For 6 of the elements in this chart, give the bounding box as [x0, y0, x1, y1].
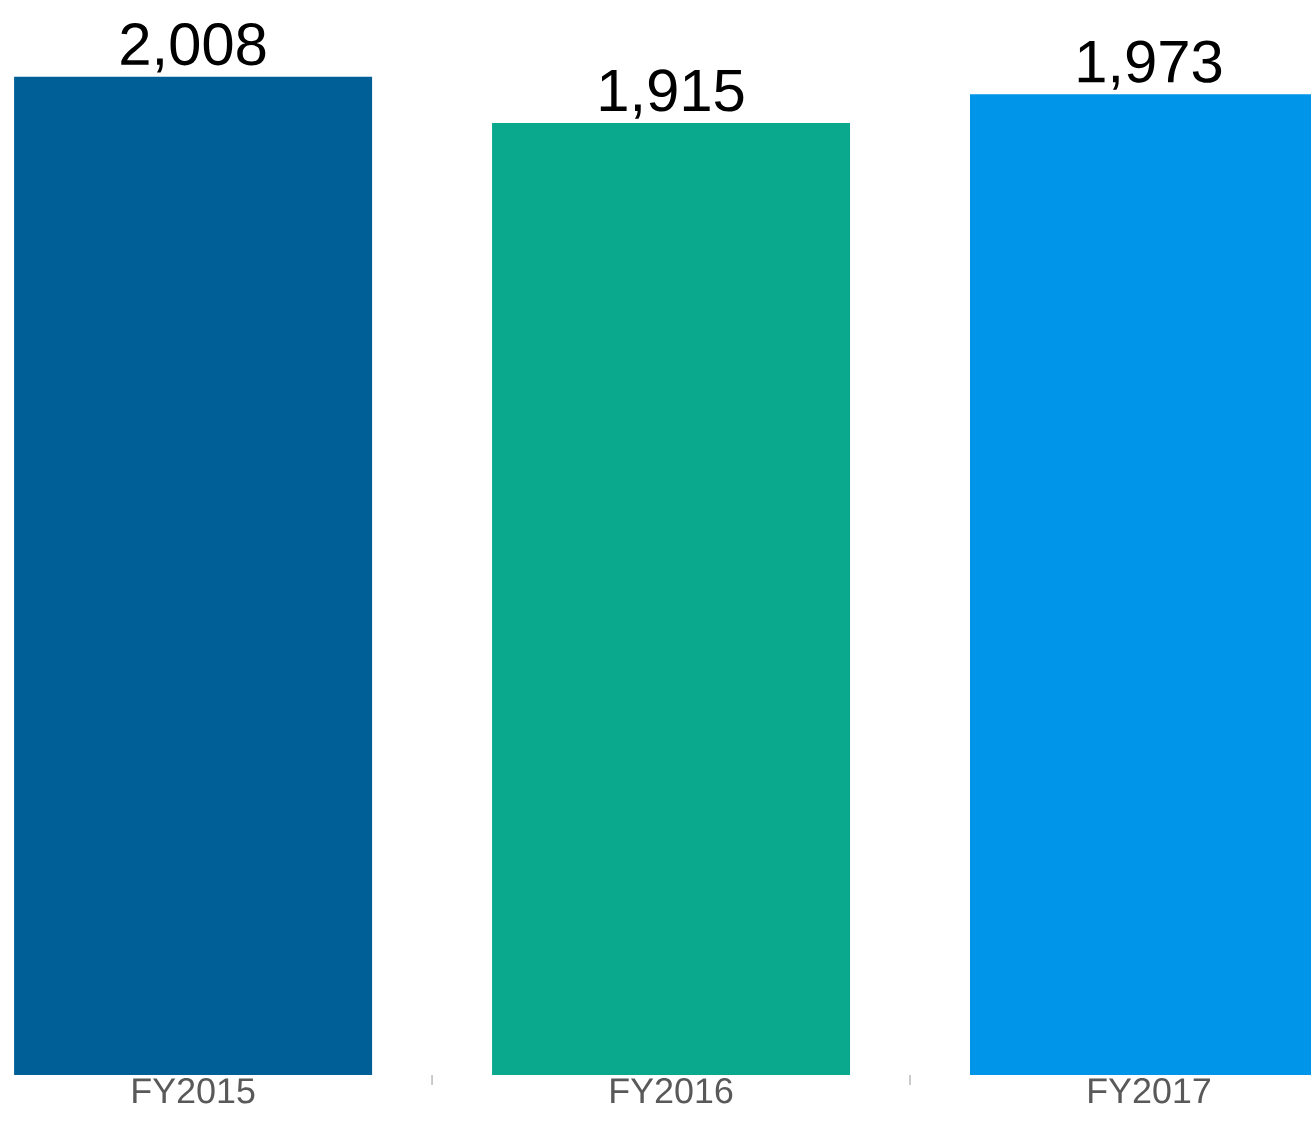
- data-label: 2,008: [121, 23, 266, 73]
- data-label: 1,973: [1078, 40, 1222, 90]
- data-label: 1,915: [600, 69, 744, 119]
- x-tick-label: FY2015: [133, 1078, 255, 1104]
- x-tick-label: FY2016: [611, 1078, 733, 1104]
- x-tick-label: FY2017: [1089, 1078, 1210, 1104]
